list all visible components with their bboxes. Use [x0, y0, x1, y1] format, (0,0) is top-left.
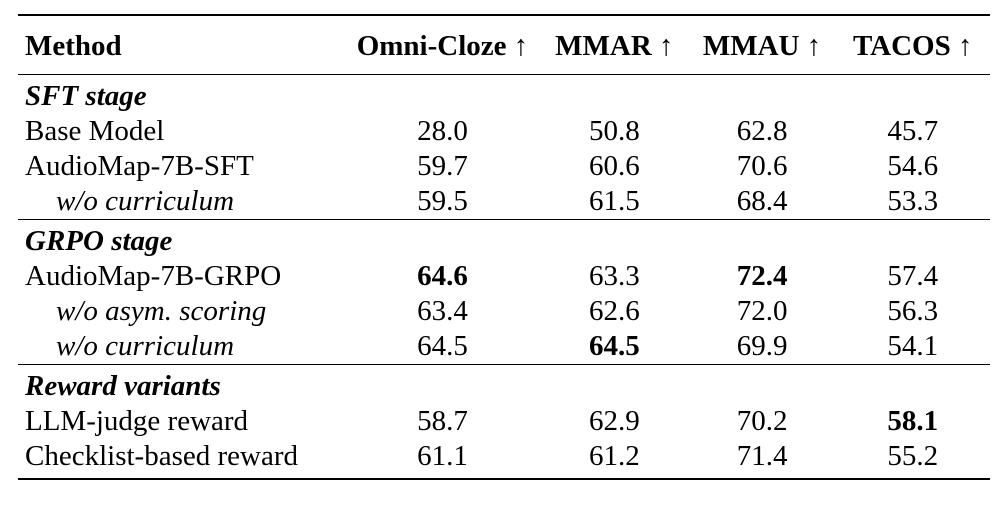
mmau-score-cell: 71.4 [736, 440, 788, 472]
table-row: w/o curriculum 64.5 64.5 69.9 54.1 [18, 329, 990, 365]
mmar-score-cell: 62.6 [588, 295, 640, 327]
section-label: GRPO stage [25, 225, 173, 257]
table-row: w/o asym. scoring 63.4 62.6 72.0 56.3 [18, 294, 990, 329]
omni-cloze-score-cell: 59.7 [417, 150, 468, 182]
tacos-score-cell: 54.1 [887, 330, 939, 362]
results-table-container: Method Omni-Cloze ↑ MMAR ↑ MMAU ↑ TACOS … [18, 14, 990, 480]
mmau-score-cell: 72.4 [736, 260, 788, 292]
section-row: Reward variants [18, 364, 990, 405]
mmar-score-cell: 64.5 [588, 330, 640, 362]
tacos-score-cell: 54.6 [887, 150, 939, 182]
omni-cloze-score-cell: 28.0 [417, 115, 468, 147]
method-name-cell: Base Model [25, 115, 165, 147]
method-name-cell: w/o curriculum [56, 330, 235, 362]
header-tacos: TACOS ↑ [852, 30, 973, 62]
results-table: Method Omni-Cloze ↑ MMAR ↑ MMAU ↑ TACOS … [18, 14, 990, 480]
mmar-score-cell: 50.8 [588, 115, 640, 147]
omni-cloze-score-cell: 63.4 [417, 295, 468, 327]
tacos-score-cell: 45.7 [887, 115, 939, 147]
omni-cloze-score-cell: 61.1 [417, 440, 468, 472]
section-label: SFT stage [25, 80, 147, 112]
mmau-score-cell: 69.9 [736, 330, 788, 362]
mmau-score-cell: 72.0 [736, 295, 788, 327]
table-header-row: Method Omni-Cloze ↑ MMAR ↑ MMAU ↑ TACOS … [18, 15, 990, 75]
section-label: Reward variants [25, 370, 221, 402]
header-method: Method [25, 30, 122, 62]
table-body: SFT stage Base Model 28.0 50.8 62.8 45.7 Audio… [18, 74, 990, 479]
omni-cloze-score-cell: 58.7 [417, 405, 468, 437]
method-name-cell: w/o curriculum [56, 185, 235, 217]
tacos-score-cell: 55.2 [887, 440, 939, 472]
mmau-score-cell: 68.4 [736, 185, 788, 217]
table-row: Checklist-based reward 61.1 61.2 71.4 55.2 [18, 439, 990, 479]
method-name-cell: Checklist-based reward [25, 440, 298, 472]
tacos-score-cell: 56.3 [887, 295, 939, 327]
mmau-score-cell: 70.2 [736, 405, 788, 437]
table-row: LLM-judge reward 58.7 62.9 70.2 58.1 [18, 404, 990, 439]
mmau-score-cell: 70.6 [736, 150, 788, 182]
header-omni-cloze: Omni-Cloze ↑ [356, 30, 529, 62]
table-row: Base Model 28.0 50.8 62.8 45.7 [18, 114, 990, 149]
tacos-score-cell: 53.3 [887, 185, 939, 217]
omni-cloze-score-cell: 59.5 [417, 185, 468, 217]
mmar-score-cell: 60.6 [588, 150, 640, 182]
table-row: w/o curriculum 59.5 61.5 68.4 53.3 [18, 184, 990, 220]
tacos-score-cell: 58.1 [887, 405, 939, 437]
header-mmau: MMAU ↑ [702, 30, 822, 62]
header-mmar: MMAR ↑ [555, 30, 674, 62]
method-name-cell: AudioMap-7B-SFT [25, 150, 254, 182]
tacos-score-cell: 57.4 [887, 260, 939, 292]
omni-cloze-score-cell: 64.6 [417, 260, 468, 292]
mmau-score-cell: 62.8 [736, 115, 788, 147]
table-row: AudioMap-7B-SFT 59.7 60.6 70.6 54.6 [18, 149, 990, 184]
omni-cloze-score-cell: 64.5 [417, 330, 468, 362]
section-row: SFT stage [18, 74, 990, 115]
section-row: GRPO stage [18, 219, 990, 260]
mmar-score-cell: 61.2 [588, 440, 640, 472]
method-name-cell: AudioMap-7B-GRPO [25, 260, 282, 292]
mmar-score-cell: 62.9 [588, 405, 640, 437]
table-row: AudioMap-7B-GRPO 64.6 63.3 72.4 57.4 [18, 259, 990, 294]
mmar-score-cell: 61.5 [588, 185, 640, 217]
mmar-score-cell: 63.3 [588, 260, 640, 292]
method-name-cell: LLM-judge reward [25, 405, 249, 437]
method-name-cell: w/o asym. scoring [56, 295, 267, 327]
